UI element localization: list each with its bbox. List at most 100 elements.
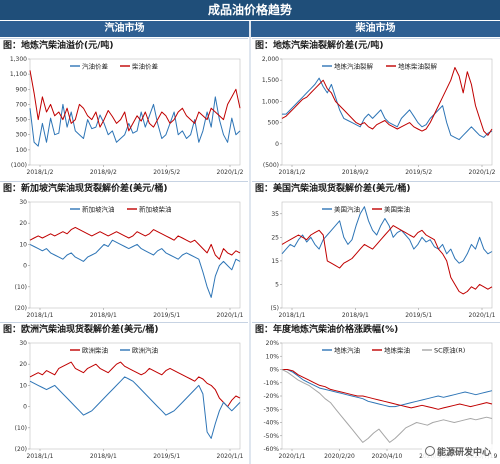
chart-title: 图：欧洲汽柴油现货裂解价差(美元/桶) (3, 325, 159, 335)
x-tick-label: 2020/2/20 (324, 453, 355, 460)
y-tick-label: 100 (16, 147, 28, 154)
y-tick-label: -60% (263, 446, 279, 453)
y-tick-label: -20% (263, 393, 279, 400)
legend-label: 柴油价差 (132, 62, 159, 71)
y-tick-label: -30% (263, 406, 279, 413)
y-tick-label: 500 (268, 120, 280, 127)
y-tick-label: -50% (263, 433, 279, 440)
y-tick-label: 500 (16, 117, 28, 124)
chart-title: 图：美国汽柴油现货裂解价差(美元/桶) (255, 184, 411, 194)
x-tick-label: 2018/1/1 (27, 312, 54, 319)
series-line-0 (282, 77, 493, 141)
series-line-1 (281, 67, 493, 136)
x-tick-label: 2019/5/2 (153, 169, 180, 176)
legend-label: 新加坡汽油 (82, 205, 115, 214)
column-divider (249, 21, 251, 464)
legend-label: 地炼柴油裂解 (398, 62, 438, 71)
chart-panel-3: 图：新加坡汽柴油现货裂解价差(美元/桶) (20) (10) 0 10 20 30 2018… (0, 181, 248, 323)
y-tick-label: 0 (23, 263, 27, 270)
x-tick-label: 2020/4/10 (372, 453, 403, 460)
y-tick-label: 1,300 (10, 56, 27, 63)
y-tick-label: 25 (271, 234, 279, 241)
series-line-2 (281, 369, 493, 443)
chart-panel-1: 图：地炼汽柴油溢价(元/吨) (100) 100 300 500 700 900 1,100… (0, 38, 248, 180)
x-tick-label: 2020/1/1 (217, 312, 244, 319)
y-tick-label: 700 (16, 101, 28, 108)
x-tick-label: 2019/5/1 (405, 312, 432, 319)
y-tick-label: 10 (19, 382, 27, 389)
chart-panel-4: 图：美国汽柴油现货裂解价差(美元/桶) (5) 5 15 25 35 2018/1/1 20… (252, 181, 500, 323)
y-tick-label: (20) (15, 446, 27, 453)
plot-area (281, 342, 493, 450)
chart-title: 图：地炼汽柴油溢价(元/吨) (3, 41, 114, 51)
legend-label: SC原油(R) (434, 346, 465, 355)
series-line-1 (281, 225, 493, 295)
x-tick-label: 2020/1/1 (217, 453, 244, 460)
legend-label: 地炼汽油裂解 (334, 62, 374, 71)
y-tick-label: 0% (269, 367, 279, 374)
y-tick-label: 1,500 (262, 77, 279, 84)
x-tick-label: 2018/9/1 (342, 312, 369, 319)
y-tick-label: 0 (275, 141, 279, 148)
series-line-1 (29, 376, 241, 439)
plot-area (281, 201, 493, 309)
legend-label: 汽油价差 (82, 62, 109, 71)
series-line-1 (282, 369, 493, 410)
x-tick-label: 2018/1/2 (27, 169, 54, 176)
x-tick-label: 2018/9/1 (90, 312, 117, 319)
x-tick-label: 2018/9/2 (90, 169, 117, 176)
series-line-0 (29, 361, 241, 408)
x-tick-label: 2018/1/1 (279, 312, 306, 319)
page-title: 成品油价格趋势 (0, 0, 500, 20)
y-tick-label: 900 (16, 86, 28, 93)
legend-label: 美国柴油 (384, 205, 410, 214)
y-tick-label: (20) (15, 305, 27, 312)
x-tick-label: 2019/5/2 (405, 169, 432, 176)
chart-title: 图：新加坡汽柴油现货裂解价差(美元/桶) (3, 184, 168, 194)
diesel-market-header: 柴油市场 (251, 21, 500, 37)
plot-area (281, 58, 493, 166)
chart-title: 图：年度地炼汽柴油价格涨跌幅(%) (255, 325, 399, 335)
y-tick-label: 10 (19, 241, 27, 248)
x-tick-label: 2018/1/2 (279, 169, 306, 176)
x-tick-label: 2020/1/2 (469, 169, 496, 176)
watermark: 能源研发中心 (421, 444, 494, 459)
y-tick-label: 1,000 (262, 98, 279, 105)
x-tick-label: 2018/1/1 (27, 453, 54, 460)
plot-area (29, 342, 241, 450)
x-tick-label: 2018/9/1 (90, 453, 117, 460)
chart-title: 图：地炼汽柴油裂解价差(元/吨) (255, 41, 384, 51)
y-tick-label: (100) (11, 162, 27, 169)
chart-panel-2: 图：地炼汽柴油裂解价差(元/吨) (500) 0 500 1,000 1,500 2,00… (252, 38, 500, 180)
x-tick-label: 2020/1/1 (279, 453, 306, 460)
legend-label: 地炼汽油 (334, 346, 360, 355)
y-tick-label: 5 (275, 281, 279, 288)
series-line-0 (282, 369, 493, 408)
chart-us-crack: (5) 5 15 25 35 2018/1/1 2018/9/1 2019/5/1 2020/1… (271, 201, 496, 319)
y-tick-label: 20 (19, 361, 27, 368)
y-tick-label: 15 (271, 258, 279, 265)
y-tick-label: 2,000 (262, 56, 279, 63)
y-tick-label: 1,100 (10, 71, 27, 78)
chart-europe-crack: (20) (10) 0 10 20 30 2018/1/1 2018/9/1 2019/5/1 2… (15, 340, 244, 460)
gasoline-market-header: 汽油市场 (0, 21, 249, 37)
legend-label: 地炼柴油 (384, 346, 410, 355)
y-tick-label: (5) (271, 305, 280, 312)
plot-area (29, 201, 241, 309)
y-tick-label: 0 (23, 404, 27, 411)
y-tick-label: 20 (19, 220, 27, 227)
series-line-1 (29, 226, 241, 260)
legend-label: 新加坡柴油 (139, 205, 172, 214)
chart-refinery-crack: (500) 0 500 1,000 1,500 2,000 2018/1/2 2018/9/2… (262, 56, 496, 176)
series-line-0 (29, 239, 241, 298)
wechat-icon (424, 446, 435, 456)
y-tick-label: -10% (263, 380, 279, 387)
y-tick-label: -40% (263, 420, 279, 427)
series-line-0 (29, 96, 241, 147)
chart-panel-6: 图：年度地炼汽柴油价格涨跌幅(%) -60% -50% -40% -30% -20% -1… (252, 322, 500, 464)
chart-refinery-premium: (100) 100 300 500 700 900 1,100 1,300 2018/1/2 20… (10, 56, 244, 176)
series-line-0 (281, 206, 493, 264)
legend-label: 美国汽油 (334, 205, 360, 214)
legend-label: 欧洲汽油 (132, 346, 158, 355)
watermark-text: 能源研发中心 (436, 448, 491, 458)
